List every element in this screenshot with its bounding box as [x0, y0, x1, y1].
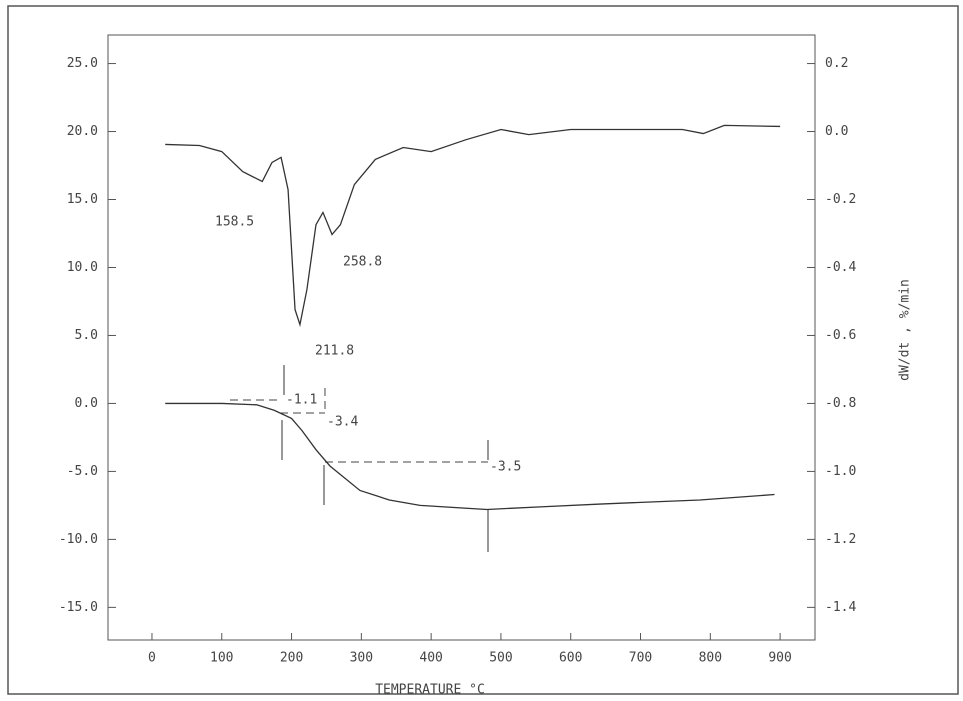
x-tick-label: 0	[148, 651, 156, 666]
x-tick-label: 100	[210, 651, 233, 666]
y2-tick-label: -1.4	[825, 600, 856, 615]
x-tick-label: 900	[768, 651, 791, 666]
y-tick-label: 20.0	[67, 124, 98, 139]
x-tick-label: 700	[629, 651, 652, 666]
y2-tick-label: 0.2	[825, 56, 848, 71]
x-tick-label: 400	[419, 651, 442, 666]
step-markers	[230, 388, 488, 462]
y-tick-label: 5.0	[75, 328, 98, 343]
y2-tick-label: -0.2	[825, 192, 856, 207]
y2-tick-label: -1.2	[825, 532, 856, 547]
y2-axis-label: dW/dt , %/min	[898, 279, 913, 381]
x-tick-label: 800	[699, 651, 722, 666]
plot-area	[108, 35, 815, 640]
chart: TEMPERATURE °C dW/dt , %/min 158.5 258.8…	[0, 0, 963, 701]
data-line	[165, 125, 780, 324]
y2-tick-label: -0.8	[825, 396, 856, 411]
y-tick-label: -10.0	[59, 532, 98, 547]
y2-tick-label: -0.6	[825, 328, 856, 343]
y-tick-label: 10.0	[67, 260, 98, 275]
y-tick-label: -5.0	[67, 464, 98, 479]
y2-tick-label: 0.0	[825, 124, 848, 139]
annotation: 158.5	[215, 215, 254, 230]
x-tick-label: 300	[350, 651, 373, 666]
y-tick-label: -15.0	[59, 600, 98, 615]
y2-tick-label: -0.4	[825, 260, 856, 275]
y-tick-label: 25.0	[67, 56, 98, 71]
x-axis-label: TEMPERATURE °C	[375, 683, 485, 698]
y-tick-label: 0.0	[75, 396, 98, 411]
annotation: 258.8	[343, 255, 382, 270]
data-line	[165, 403, 774, 509]
annotation: 211.8	[315, 344, 354, 359]
y-tick-label: 15.0	[67, 192, 98, 207]
annotation: -3.5	[490, 460, 521, 475]
annotation: -1.1	[286, 393, 317, 408]
y2-tick-label: -1.0	[825, 464, 856, 479]
annotation: -3.4	[327, 415, 358, 430]
x-tick-label: 600	[559, 651, 582, 666]
x-tick-label: 500	[489, 651, 512, 666]
x-tick-label: 200	[280, 651, 303, 666]
